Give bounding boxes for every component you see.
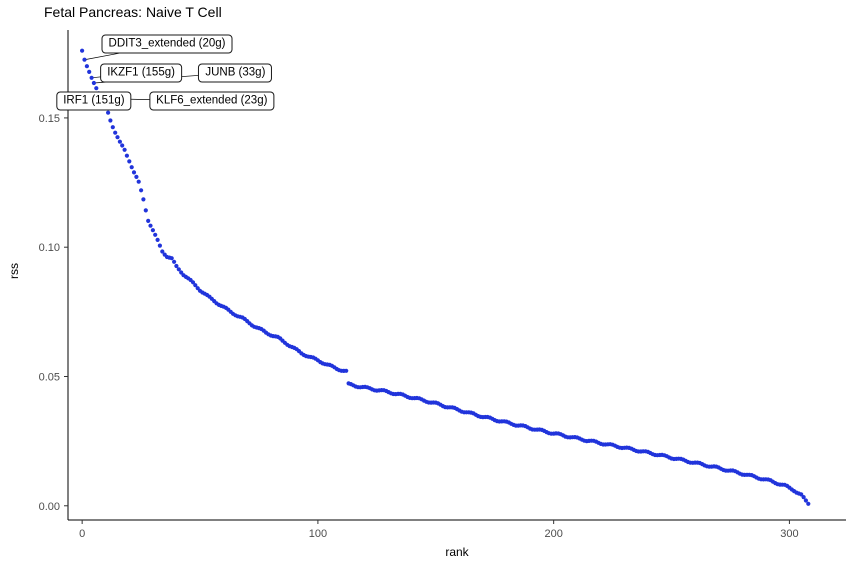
data-point <box>141 197 146 202</box>
data-point <box>806 501 811 506</box>
data-point <box>115 135 120 140</box>
x-tick-label: 200 <box>544 528 562 540</box>
annotation-label: KLF6_extended (23g) <box>149 91 275 111</box>
data-point <box>82 57 87 62</box>
data-point <box>113 130 118 135</box>
data-point <box>127 159 132 164</box>
y-tick-label: 0.15 <box>39 113 60 125</box>
data-point <box>176 267 181 272</box>
data-point <box>124 153 129 158</box>
data-point <box>91 80 96 86</box>
data-point <box>803 498 809 503</box>
annotation-label: JUNB (33g) <box>198 63 273 83</box>
scatter-points <box>80 48 811 506</box>
data-point <box>146 218 151 223</box>
data-point <box>169 256 174 261</box>
data-point <box>87 69 92 74</box>
data-point <box>84 64 89 69</box>
data-point <box>150 228 155 233</box>
data-point <box>117 139 122 144</box>
data-point <box>160 249 165 254</box>
data-point <box>143 208 148 213</box>
data-point <box>134 174 139 179</box>
data-point <box>157 243 162 248</box>
data-point <box>139 188 144 193</box>
data-point <box>801 495 806 500</box>
data-point <box>129 165 134 170</box>
data-point <box>799 492 804 497</box>
data-point <box>190 280 196 285</box>
data-point <box>89 75 94 80</box>
y-tick-label: 0.05 <box>39 371 60 383</box>
data-point <box>80 48 85 53</box>
y-axis-title: rss <box>7 263 21 279</box>
data-point <box>155 237 160 242</box>
data-point <box>153 232 158 237</box>
x-axis-title: rank <box>445 545 469 559</box>
data-point <box>174 263 179 269</box>
data-point <box>136 179 141 184</box>
x-tick-label: 100 <box>309 528 327 540</box>
data-point <box>122 147 127 152</box>
data-point <box>172 259 177 264</box>
data-point <box>108 118 113 123</box>
annotation-label: DDIT3_extended (20g) <box>101 34 233 54</box>
data-point <box>148 223 153 228</box>
data-point <box>94 86 99 91</box>
data-point <box>193 283 198 288</box>
data-point <box>344 368 349 373</box>
data-point <box>106 110 111 115</box>
x-tick-label: 300 <box>780 528 798 540</box>
data-point <box>110 125 115 130</box>
y-tick-label: 0.00 <box>39 501 60 513</box>
plot-title: Fetal Pancreas: Naive T Cell <box>44 4 222 20</box>
annotation-label: IKZF1 (155g) <box>100 63 182 83</box>
data-point <box>131 170 137 175</box>
y-tick-label: 0.10 <box>39 242 60 254</box>
annotation-label: IRF1 (151g) <box>56 91 132 111</box>
data-point <box>120 143 125 148</box>
x-tick-label: 0 <box>79 528 85 540</box>
